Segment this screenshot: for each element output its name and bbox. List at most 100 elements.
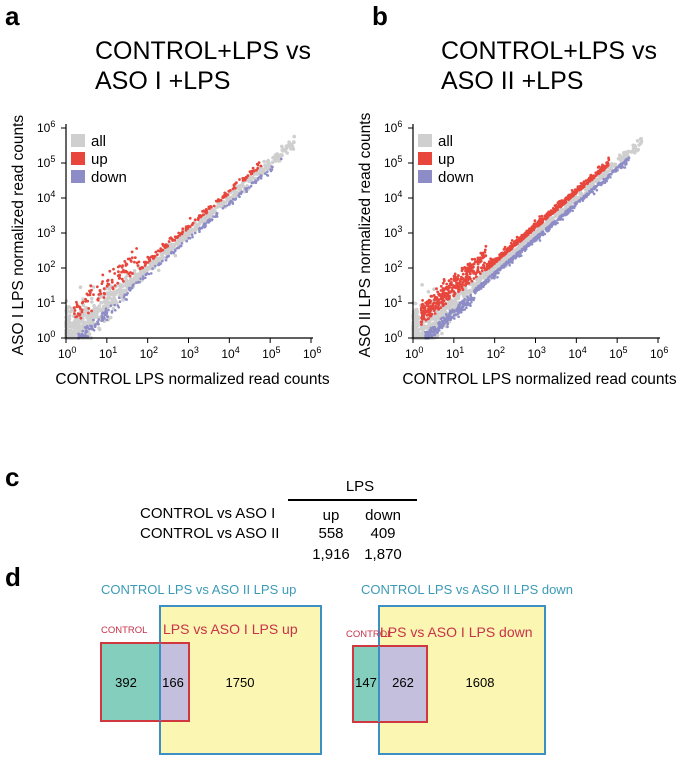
point-down [146, 272, 149, 275]
point-up [214, 199, 218, 203]
point-up [529, 229, 532, 233]
point-up [576, 186, 580, 190]
point-all [72, 323, 76, 327]
point-all [118, 287, 123, 291]
x-tick-label: 100 [405, 345, 423, 361]
point-up [478, 256, 482, 260]
point-down [256, 178, 260, 181]
point-down [269, 168, 272, 171]
x-tick-label: 105 [609, 345, 627, 361]
point-up [436, 290, 439, 294]
point-down [511, 261, 514, 264]
x-tick-label: 103 [528, 345, 546, 361]
point-down [86, 326, 90, 330]
point-up [444, 294, 448, 297]
point-down [139, 277, 142, 281]
point-up [439, 306, 443, 309]
scatter-a-y-axis-title: ASO I LPS normalized read counts [10, 115, 27, 356]
point-down [520, 250, 523, 254]
point-up [489, 262, 493, 265]
point-up [556, 201, 560, 205]
legend-label-up: up [91, 151, 108, 168]
point-up [539, 217, 543, 221]
point-all [479, 275, 484, 280]
legend-swatch-all [418, 134, 432, 147]
point-all [135, 272, 140, 277]
point-down [559, 215, 562, 219]
venn-down-inner-label-small: CONTROL [346, 629, 392, 640]
y-tick-label: 101 [37, 294, 55, 310]
point-down [601, 182, 604, 185]
point-up [553, 208, 557, 212]
point-down [588, 190, 591, 193]
point-up [456, 274, 460, 277]
point-down [105, 318, 109, 322]
point-down [609, 176, 612, 179]
legend-swatch-down [71, 170, 85, 183]
point-all [456, 296, 461, 301]
point-up [468, 270, 472, 274]
point-up [533, 219, 537, 223]
point-all [122, 288, 127, 293]
table-row-label: CONTROL vs ASO II [140, 525, 280, 542]
panel-b-title: CONTROL+LPS vs ASO II +LPS [441, 36, 657, 96]
point-down [449, 312, 452, 315]
point-up [570, 194, 574, 198]
point-down [563, 212, 567, 216]
point-all [139, 269, 143, 274]
point-all [574, 198, 578, 202]
point-down [472, 298, 475, 302]
point-down [466, 303, 470, 307]
point-up [476, 266, 480, 269]
point-down [488, 275, 492, 278]
point-down [94, 323, 97, 326]
point-all [148, 263, 153, 268]
point-all [639, 139, 644, 144]
point-up [223, 191, 227, 195]
point-up [469, 267, 473, 271]
point-up [567, 198, 570, 202]
point-up [198, 214, 202, 218]
point-down [532, 237, 536, 241]
point-down [606, 177, 609, 180]
point-down [479, 286, 483, 289]
point-up [113, 284, 117, 287]
panel-letter-c: c [5, 462, 20, 492]
point-up [187, 224, 190, 228]
point-up [118, 276, 122, 280]
point-all [453, 298, 458, 302]
point-up [75, 300, 78, 304]
point-down [441, 324, 445, 327]
point-all [571, 197, 575, 201]
point-up [506, 249, 509, 253]
point-all [241, 184, 245, 188]
point-down [569, 205, 572, 209]
point-down [103, 311, 106, 314]
point-down [280, 157, 283, 161]
point-all [500, 259, 505, 264]
point-up [502, 248, 506, 251]
point-down [433, 333, 437, 337]
point-up [450, 289, 453, 293]
point-all [72, 329, 77, 333]
point-down [107, 308, 110, 312]
point-down [259, 174, 263, 177]
point-all [170, 246, 174, 251]
point-all [78, 285, 83, 289]
point-up [428, 311, 432, 315]
point-all [81, 303, 86, 308]
scatter-a-x-axis-title: CONTROL LPS normalized read counts [55, 371, 329, 385]
point-up [480, 269, 484, 273]
table-row-label: CONTROL vs ASO I [140, 505, 276, 522]
point-down [438, 321, 442, 324]
point-down [549, 224, 553, 228]
point-up [605, 165, 609, 168]
x-tick-label: 104 [221, 345, 239, 361]
point-up [489, 264, 493, 268]
point-down [567, 209, 570, 212]
point-up [457, 290, 460, 293]
point-down [253, 181, 256, 184]
point-all [631, 143, 635, 148]
point-down [96, 322, 99, 326]
x-tick-label: 102 [140, 345, 158, 361]
